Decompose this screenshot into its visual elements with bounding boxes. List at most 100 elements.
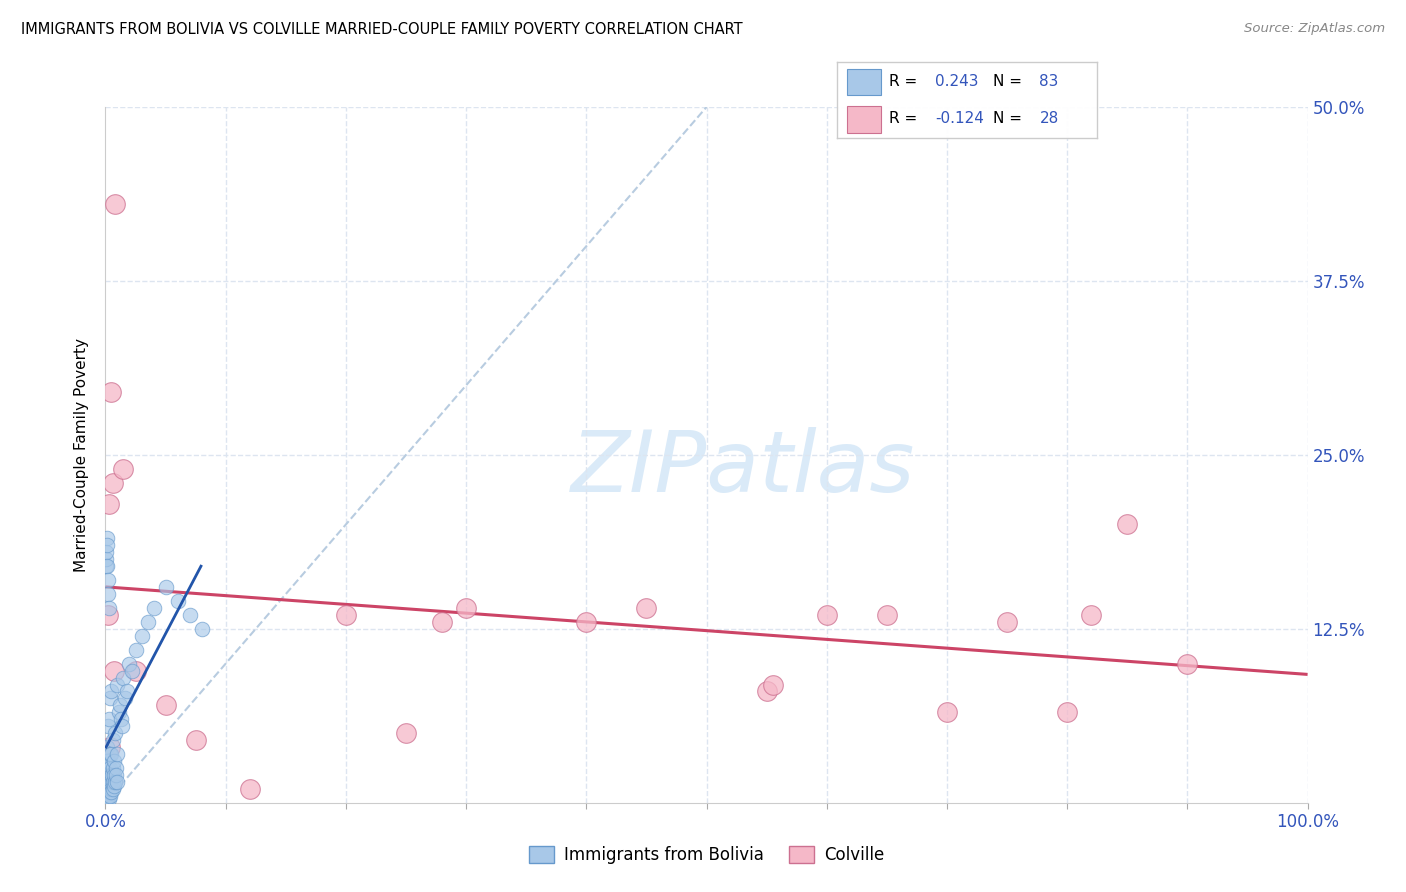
Point — [1080, 607, 1102, 622]
Point — [105, 768, 128, 782]
Point — [96, 538, 118, 552]
Point — [103, 775, 125, 789]
Point — [107, 677, 129, 691]
Text: R =: R = — [889, 112, 922, 127]
Point — [131, 629, 153, 643]
Point — [98, 601, 121, 615]
Point — [110, 712, 132, 726]
Point — [96, 768, 118, 782]
Point — [100, 684, 122, 698]
Point — [124, 664, 146, 678]
Point — [97, 775, 120, 789]
Point — [96, 559, 118, 574]
Point — [96, 785, 118, 799]
Point — [98, 768, 121, 782]
Point — [98, 785, 121, 799]
Point — [105, 747, 128, 761]
Point — [96, 793, 118, 807]
Point — [107, 706, 129, 720]
Point — [136, 615, 159, 629]
Point — [98, 791, 121, 805]
Point — [575, 615, 598, 629]
Text: 0.243: 0.243 — [935, 74, 979, 89]
Point — [96, 775, 118, 789]
Point — [96, 791, 118, 805]
Point — [100, 785, 122, 799]
Point — [94, 559, 117, 574]
Point — [755, 684, 778, 698]
Text: ZIPatlas: ZIPatlas — [571, 427, 915, 510]
Point — [104, 726, 127, 740]
Text: -0.124: -0.124 — [935, 112, 984, 127]
Point — [98, 691, 121, 706]
Point — [190, 622, 212, 636]
Point — [97, 719, 120, 733]
Point — [104, 775, 127, 789]
Point — [97, 607, 120, 622]
Text: R =: R = — [889, 74, 922, 89]
Point — [98, 712, 121, 726]
Point — [97, 781, 120, 796]
Point — [155, 580, 177, 594]
Point — [101, 768, 124, 782]
Point — [115, 684, 138, 698]
Point — [184, 733, 207, 747]
FancyBboxPatch shape — [846, 69, 880, 95]
Point — [101, 761, 124, 775]
Point — [103, 754, 125, 768]
Point — [97, 789, 120, 803]
Point — [103, 664, 125, 678]
Point — [179, 607, 201, 622]
Point — [430, 615, 453, 629]
Point — [104, 197, 127, 211]
Point — [98, 781, 121, 796]
Point — [1175, 657, 1198, 671]
Text: N =: N = — [993, 74, 1026, 89]
Point — [114, 691, 136, 706]
Text: IMMIGRANTS FROM BOLIVIA VS COLVILLE MARRIED-COUPLE FAMILY POVERTY CORRELATION CH: IMMIGRANTS FROM BOLIVIA VS COLVILLE MARR… — [21, 22, 742, 37]
FancyBboxPatch shape — [846, 106, 880, 133]
Text: N =: N = — [993, 112, 1026, 127]
Point — [876, 607, 898, 622]
Point — [98, 789, 121, 803]
Point — [1116, 517, 1139, 532]
Legend: Immigrants from Bolivia, Colville: Immigrants from Bolivia, Colville — [522, 839, 891, 871]
Point — [107, 775, 129, 789]
Point — [111, 719, 134, 733]
Point — [100, 747, 122, 761]
Point — [94, 768, 117, 782]
Point — [103, 779, 125, 793]
Point — [101, 781, 124, 796]
Point — [1056, 706, 1078, 720]
Point — [97, 790, 120, 805]
Point — [97, 754, 120, 768]
Point — [454, 601, 477, 615]
Text: Source: ZipAtlas.com: Source: ZipAtlas.com — [1244, 22, 1385, 36]
Point — [94, 793, 117, 807]
Point — [121, 664, 143, 678]
Point — [96, 785, 118, 799]
Point — [96, 740, 118, 755]
Point — [97, 573, 120, 587]
Point — [636, 601, 658, 615]
Point — [96, 779, 118, 793]
Point — [96, 552, 118, 566]
Point — [97, 587, 120, 601]
Point — [112, 671, 135, 685]
Point — [97, 754, 120, 768]
Point — [97, 761, 120, 775]
Y-axis label: Married-Couple Family Poverty: Married-Couple Family Poverty — [75, 338, 90, 572]
Point — [335, 607, 357, 622]
Point — [96, 789, 118, 803]
Point — [94, 789, 117, 803]
Point — [100, 775, 122, 789]
Point — [98, 497, 121, 511]
Point — [96, 754, 118, 768]
Point — [112, 462, 135, 476]
Point — [94, 781, 117, 796]
Point — [108, 698, 131, 713]
Point — [98, 761, 121, 775]
Point — [100, 385, 122, 400]
Point — [104, 761, 127, 775]
Point — [166, 594, 188, 608]
